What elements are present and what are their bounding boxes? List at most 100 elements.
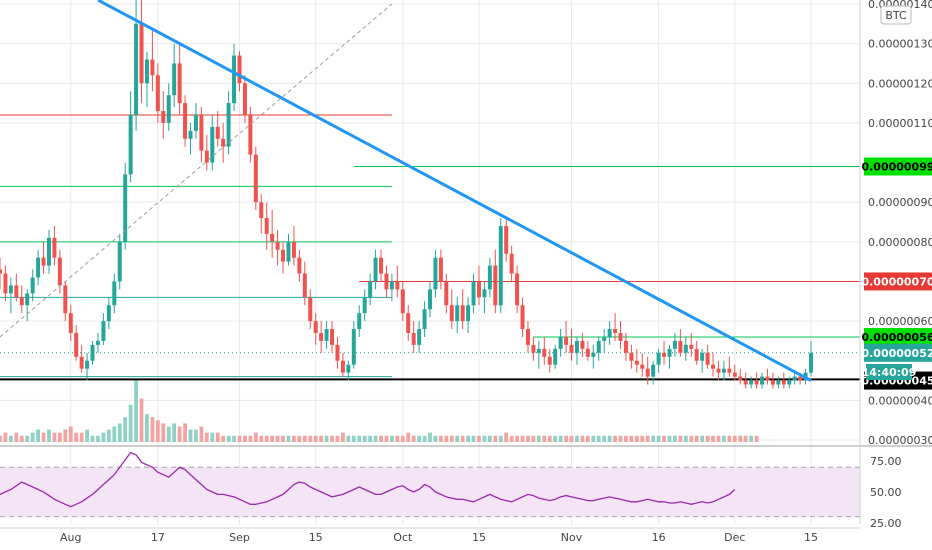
candle-body xyxy=(172,63,177,96)
volume-bar xyxy=(3,432,8,442)
volume-bar xyxy=(558,435,563,442)
volume-bar xyxy=(743,435,748,442)
candle-body xyxy=(286,241,291,262)
candle-body xyxy=(574,340,579,353)
volume-bar xyxy=(204,432,209,442)
volume-bar xyxy=(466,435,471,442)
candle-body xyxy=(476,281,481,298)
candle-body xyxy=(90,344,95,361)
candle-body xyxy=(155,75,160,112)
candle-body xyxy=(525,329,530,345)
volume-bar xyxy=(634,435,639,442)
volume-bar xyxy=(0,435,2,442)
volume-bar xyxy=(526,435,530,442)
candle-body xyxy=(112,281,117,306)
candle-body xyxy=(727,368,732,373)
volume-bar xyxy=(433,435,438,442)
volume-bar xyxy=(449,435,454,442)
candle-body xyxy=(428,289,432,310)
candle-body xyxy=(57,257,62,286)
volume-bar xyxy=(591,435,596,442)
time-tick-label: Oct xyxy=(393,531,413,544)
volume-bar xyxy=(422,435,427,442)
volume-bar xyxy=(112,426,117,442)
candle-body xyxy=(302,273,307,298)
volume-bar xyxy=(79,432,84,442)
candle-body xyxy=(264,218,269,234)
volume-bar xyxy=(308,435,313,442)
candle-body xyxy=(732,372,737,377)
volume-bar xyxy=(362,435,367,442)
candle-body xyxy=(193,114,198,131)
price-tick-label: 0.00000080 xyxy=(868,236,932,249)
volume-bar xyxy=(705,435,710,442)
volume-bar xyxy=(754,435,759,442)
volume-bar xyxy=(8,435,13,442)
volume-bar xyxy=(504,432,509,442)
candle-body xyxy=(281,249,286,262)
countdown-tag: 14:40:09 xyxy=(862,364,916,380)
volume-bar xyxy=(607,435,612,442)
volume-bar xyxy=(166,426,171,442)
volume-bar xyxy=(47,429,51,442)
volume-bar xyxy=(139,398,144,442)
volume-bar xyxy=(618,435,623,442)
candle-body xyxy=(128,114,133,175)
candle-body xyxy=(74,332,79,357)
volume-bar xyxy=(417,435,422,442)
candle-body xyxy=(798,376,803,381)
candle-body xyxy=(357,313,362,330)
volume-bar xyxy=(150,417,155,442)
candle-body xyxy=(547,356,552,365)
volume-bar xyxy=(63,429,68,442)
volume-bar xyxy=(531,435,536,442)
candle-body xyxy=(379,257,384,274)
volume-bar xyxy=(400,435,405,442)
candle-body xyxy=(242,83,247,115)
price-tag-label: 0.00000056 xyxy=(861,331,932,344)
volume-bar xyxy=(19,435,24,442)
candle-body xyxy=(368,281,373,298)
rsi-tick-label: 25.00 xyxy=(870,517,902,530)
candle-body xyxy=(449,305,454,322)
volume-bar xyxy=(232,435,236,442)
candle-body xyxy=(683,344,688,353)
dashed-trendline[interactable] xyxy=(0,3,393,338)
candle-body xyxy=(542,348,547,357)
candle-body xyxy=(569,344,574,353)
candle-body xyxy=(19,297,24,306)
volume-bar xyxy=(357,435,362,442)
volume-bar xyxy=(602,435,607,442)
candle-body xyxy=(25,293,30,306)
descending-trendline[interactable] xyxy=(97,0,812,382)
currency-badge[interactable]: BTC xyxy=(880,5,912,25)
candle-body xyxy=(629,352,634,361)
candle-body xyxy=(0,269,2,274)
candle-body xyxy=(754,380,759,385)
candle-body xyxy=(52,237,57,258)
volume-bar xyxy=(330,435,334,442)
price-tag-box xyxy=(864,157,932,176)
volume-bar xyxy=(346,435,351,442)
candle-body xyxy=(297,257,302,274)
volume-bar xyxy=(749,435,754,442)
candle-body xyxy=(232,55,237,104)
candle-body xyxy=(564,336,569,345)
volume-bar xyxy=(226,435,231,442)
candle-body xyxy=(422,309,427,330)
candle-body xyxy=(395,281,400,290)
volume-bar xyxy=(341,432,345,442)
candle-body xyxy=(270,233,275,242)
candle-body xyxy=(46,237,51,266)
volume-bar xyxy=(542,435,547,442)
volume-bar xyxy=(123,417,128,442)
candle-body xyxy=(760,376,765,385)
candle-body xyxy=(705,352,710,365)
time-tick-label: 17 xyxy=(151,531,165,544)
candle-body xyxy=(689,344,694,349)
candle-body xyxy=(144,59,149,84)
volume-bar xyxy=(509,435,514,442)
trendlines[interactable] xyxy=(0,0,812,382)
